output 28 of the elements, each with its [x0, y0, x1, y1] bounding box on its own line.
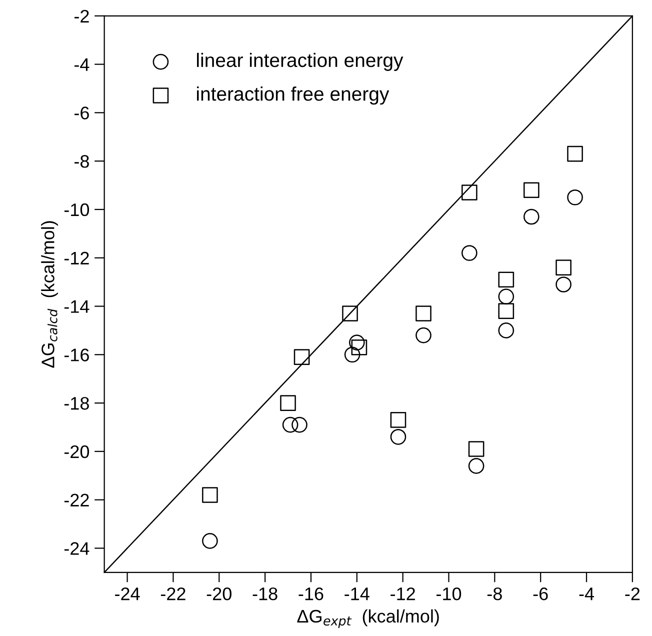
y-axis-title: ΔG$_{calcd}$ (kcal/mol): [41, 221, 58, 368]
x-tick-label: -10: [436, 587, 462, 600]
x-tick-label: -4: [579, 588, 594, 600]
y-tick-label: -2: [74, 10, 89, 22]
y-tick-label: -6: [74, 106, 89, 120]
y-tick-label: -16: [64, 348, 89, 362]
y-tick-label: -12: [64, 252, 89, 264]
y-tick-label: -4: [74, 58, 90, 71]
x-tick-label: -24: [115, 587, 140, 600]
y-tick-label: -22: [64, 494, 89, 506]
x-tick-label: -14: [344, 588, 370, 600]
y-tick-label: -24: [64, 542, 90, 555]
x-tick-label: -2: [625, 587, 640, 600]
legend-label: linear interaction energy: [197, 52, 404, 71]
x-tick-label: -22: [160, 587, 186, 600]
y-tick-label: -10: [64, 203, 90, 216]
x-tick-label: -8: [487, 587, 502, 600]
y-tick-label: -8: [74, 155, 89, 168]
x-tick-label: -18: [252, 587, 278, 600]
legend-label: interaction free energy: [197, 86, 390, 105]
y-tick-label: -20: [64, 445, 90, 458]
x-tick-label: -16: [298, 587, 324, 600]
x-tick-label: -6: [533, 587, 548, 600]
x-axis-title: ΔG$_{expt}$ (kcal/mol): [297, 609, 439, 628]
x-tick-label: -12: [390, 587, 415, 600]
y-tick-label: -18: [64, 396, 89, 410]
x-tick-label: -20: [206, 587, 232, 600]
y-tick-label: -14: [64, 300, 90, 313]
